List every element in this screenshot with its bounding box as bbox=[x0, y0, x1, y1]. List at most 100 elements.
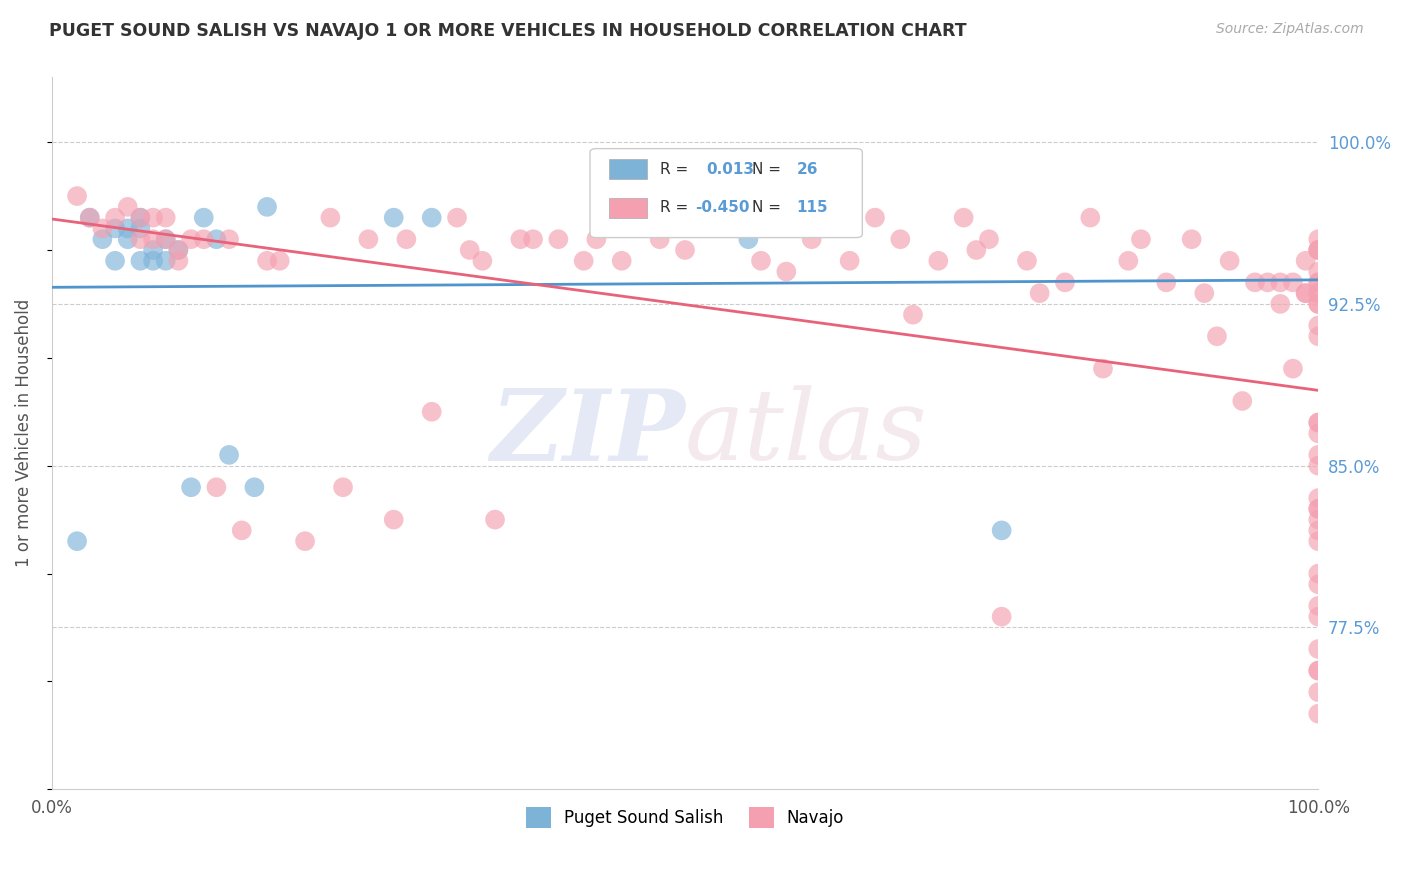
Point bbox=[205, 480, 228, 494]
Point bbox=[1308, 318, 1330, 333]
Point bbox=[104, 221, 127, 235]
Point bbox=[142, 232, 165, 246]
Point bbox=[1129, 232, 1152, 246]
Point bbox=[990, 524, 1012, 538]
Point bbox=[1270, 297, 1292, 311]
Point bbox=[1308, 501, 1330, 516]
Point bbox=[167, 243, 190, 257]
Text: N =: N = bbox=[752, 200, 782, 215]
Point bbox=[471, 253, 494, 268]
Point bbox=[1091, 361, 1114, 376]
Point bbox=[737, 232, 759, 246]
Point bbox=[1308, 664, 1330, 678]
Point bbox=[142, 253, 165, 268]
Text: N =: N = bbox=[752, 161, 782, 177]
Point bbox=[952, 211, 974, 225]
Point bbox=[129, 211, 152, 225]
Point bbox=[1308, 706, 1330, 721]
Point bbox=[889, 232, 911, 246]
Point bbox=[1308, 491, 1330, 505]
Point bbox=[294, 534, 316, 549]
Point bbox=[104, 211, 127, 225]
Point bbox=[1206, 329, 1229, 343]
Point bbox=[319, 211, 342, 225]
Point bbox=[91, 221, 114, 235]
Point bbox=[1028, 286, 1050, 301]
Point bbox=[256, 200, 278, 214]
Point bbox=[1308, 599, 1330, 613]
Point bbox=[117, 221, 139, 235]
Point bbox=[1308, 329, 1330, 343]
Point bbox=[66, 189, 89, 203]
Point bbox=[800, 232, 823, 246]
FancyBboxPatch shape bbox=[591, 149, 862, 237]
Point bbox=[1295, 253, 1317, 268]
Point bbox=[332, 480, 354, 494]
Point bbox=[142, 243, 165, 257]
Point bbox=[648, 232, 671, 246]
Point bbox=[155, 253, 177, 268]
Point bbox=[1308, 297, 1330, 311]
Text: ZIP: ZIP bbox=[491, 385, 685, 482]
Point bbox=[1308, 264, 1330, 278]
Point bbox=[117, 232, 139, 246]
Point bbox=[1308, 243, 1330, 257]
Point bbox=[1282, 276, 1305, 290]
Point bbox=[1308, 577, 1330, 591]
Point bbox=[1244, 276, 1267, 290]
Point bbox=[522, 232, 544, 246]
Point bbox=[91, 232, 114, 246]
Point bbox=[1181, 232, 1204, 246]
Text: 115: 115 bbox=[796, 200, 828, 215]
Point bbox=[1270, 276, 1292, 290]
Point bbox=[256, 253, 278, 268]
Point bbox=[193, 211, 215, 225]
Point bbox=[1053, 276, 1076, 290]
Point bbox=[547, 232, 569, 246]
Point bbox=[1308, 243, 1330, 257]
Point bbox=[1078, 211, 1101, 225]
Point bbox=[965, 243, 987, 257]
Point bbox=[585, 232, 607, 246]
Point bbox=[990, 609, 1012, 624]
Point bbox=[1308, 458, 1330, 473]
Point bbox=[1232, 394, 1254, 409]
Y-axis label: 1 or more Vehicles in Household: 1 or more Vehicles in Household bbox=[15, 299, 32, 567]
Point bbox=[737, 200, 759, 214]
Point bbox=[838, 211, 860, 225]
Point bbox=[1295, 286, 1317, 301]
Point bbox=[167, 253, 190, 268]
Point bbox=[1308, 286, 1330, 301]
Point bbox=[205, 232, 228, 246]
Point bbox=[1308, 416, 1330, 430]
Point bbox=[382, 211, 405, 225]
Point bbox=[1308, 534, 1330, 549]
Point bbox=[193, 232, 215, 246]
Point bbox=[167, 243, 190, 257]
Point bbox=[1308, 524, 1330, 538]
Point bbox=[927, 253, 949, 268]
Point bbox=[509, 232, 531, 246]
Point bbox=[825, 189, 848, 203]
Point bbox=[838, 253, 860, 268]
Point bbox=[155, 232, 177, 246]
Text: 26: 26 bbox=[796, 161, 818, 177]
Point bbox=[1308, 297, 1330, 311]
Point bbox=[446, 211, 468, 225]
Point bbox=[243, 480, 266, 494]
Point bbox=[1308, 566, 1330, 581]
Point bbox=[117, 200, 139, 214]
Point bbox=[357, 232, 380, 246]
Text: R =: R = bbox=[659, 161, 688, 177]
Point bbox=[104, 253, 127, 268]
Point bbox=[218, 448, 240, 462]
Point bbox=[458, 243, 481, 257]
Point bbox=[1219, 253, 1241, 268]
Point bbox=[66, 534, 89, 549]
Point bbox=[382, 513, 405, 527]
Point bbox=[610, 253, 633, 268]
Legend: Puget Sound Salish, Navajo: Puget Sound Salish, Navajo bbox=[519, 801, 851, 834]
Point bbox=[180, 480, 202, 494]
Point bbox=[1308, 685, 1330, 699]
Point bbox=[1257, 276, 1279, 290]
